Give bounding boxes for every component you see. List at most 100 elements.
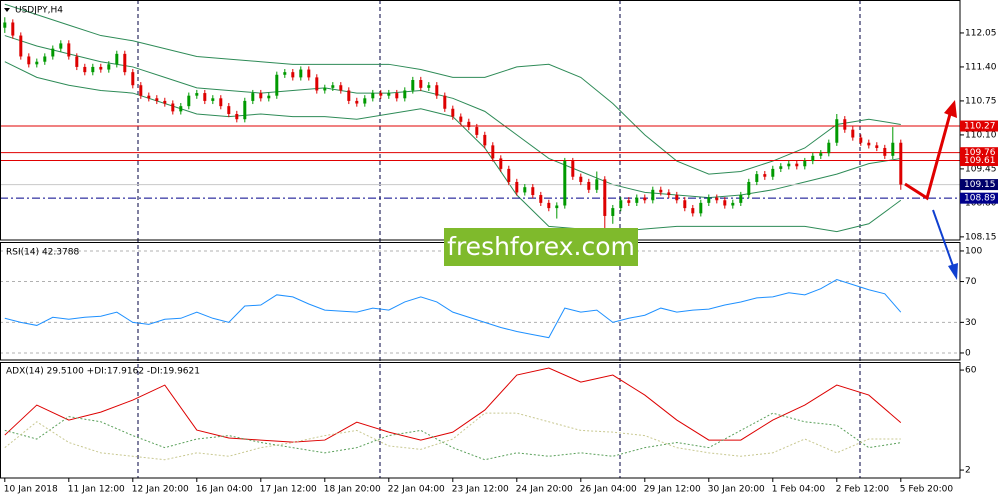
- candle-body: [355, 100, 359, 104]
- candle-body: [363, 98, 367, 104]
- band-middle: [4, 35, 901, 199]
- candle-body: [563, 161, 567, 206]
- candle-body: [675, 195, 679, 201]
- candle-body: [779, 166, 783, 169]
- candle-body: [43, 56, 47, 62]
- candle-body: [235, 113, 239, 120]
- x-tick-label: 22 Jan 04:00: [388, 485, 445, 495]
- level-label: 110.27: [964, 122, 996, 132]
- candle-body: [723, 200, 727, 206]
- level-label-box: [960, 155, 998, 167]
- candle-body: [819, 153, 823, 156]
- candle-body: [883, 147, 887, 156]
- candle-body: [515, 181, 519, 193]
- candle-body: [651, 189, 655, 201]
- candle-body: [283, 72, 287, 75]
- candle-body: [875, 145, 879, 148]
- candle-body: [395, 93, 399, 99]
- candle-body: [179, 106, 183, 112]
- candle-body: [435, 85, 439, 96]
- candle-body: [419, 80, 423, 88]
- y-tick-label: 112.05: [965, 28, 997, 38]
- candle-body: [803, 161, 807, 167]
- candle-body: [475, 127, 479, 135]
- indicator-line: [4, 367, 902, 443]
- candle-body: [755, 174, 759, 182]
- x-tick-label: 2 Feb 12:00: [836, 485, 890, 495]
- candle-body: [643, 197, 647, 201]
- candle-body: [739, 195, 743, 203]
- x-tick-label: 18 Jan 20:00: [324, 485, 381, 495]
- y-tick-label: 0: [965, 348, 971, 358]
- candle-body: [867, 142, 871, 146]
- candle-body: [859, 137, 863, 143]
- x-tick-label: 5 Feb 20:00: [900, 485, 954, 495]
- candle-body: [339, 85, 343, 91]
- candle-body: [11, 22, 15, 36]
- level-label-box: [960, 179, 998, 191]
- candle-body: [371, 93, 375, 99]
- candle-body: [555, 205, 559, 209]
- candle-body: [899, 142, 903, 185]
- candle-body: [379, 93, 383, 96]
- y-tick-label: 109.45: [965, 164, 997, 174]
- candle-body: [107, 64, 111, 70]
- x-tick-label: 24 Jan 20:00: [516, 485, 573, 495]
- candle-body: [323, 87, 327, 91]
- candle-body: [203, 93, 207, 101]
- candle-body: [51, 48, 55, 57]
- candle-body: [771, 168, 775, 177]
- x-tick-label: 11 Jan 12:00: [68, 485, 125, 495]
- candle-body: [403, 90, 407, 99]
- watermark-text: freshforex.com: [447, 232, 635, 261]
- watermark-box: [444, 228, 638, 266]
- candle-body: [139, 85, 143, 96]
- candle-body: [211, 98, 215, 101]
- candle-body: [411, 80, 415, 91]
- candle-body: [811, 155, 815, 162]
- candle-body: [155, 98, 159, 101]
- candle-body: [499, 158, 503, 169]
- menu-triangle[interactable]: [4, 8, 10, 12]
- candle-body: [587, 181, 591, 190]
- candle-body: [579, 176, 583, 182]
- candle-body: [731, 202, 735, 206]
- x-tick-label: 30 Jan 20:00: [708, 485, 765, 495]
- candle-body: [299, 69, 303, 78]
- y-tick-label: 110.75: [965, 96, 997, 106]
- candle-body: [75, 56, 79, 67]
- candle-body: [275, 74, 279, 96]
- candle-body: [507, 168, 511, 182]
- band-upper: [4, 3, 901, 175]
- candle-body: [699, 202, 703, 214]
- candle-body: [267, 95, 271, 99]
- candle-body: [523, 187, 527, 193]
- candle-body: [491, 145, 495, 159]
- candle-body: [331, 85, 335, 88]
- x-tick-label: 23 Jan 12:00: [452, 485, 509, 495]
- candle-body: [683, 200, 687, 209]
- candle-body: [539, 195, 543, 203]
- candle-body: [659, 189, 663, 193]
- level-label-box: [960, 147, 998, 159]
- x-tick-label: 26 Jan 04:00: [580, 485, 637, 495]
- candle-body: [427, 85, 431, 88]
- candle-body: [19, 35, 23, 57]
- y-tick-label: 111.40: [965, 62, 997, 72]
- candle-body: [347, 90, 351, 101]
- candle-body: [827, 142, 831, 154]
- candle-body: [843, 119, 847, 130]
- y-tick-label: 30: [965, 318, 977, 328]
- candle-body: [715, 197, 719, 201]
- blue-arrow-head: [948, 263, 958, 280]
- candle-body: [635, 197, 639, 203]
- level-label: 108.89: [964, 194, 996, 204]
- level-label: 109.61: [964, 156, 996, 166]
- watermark: freshforex.com: [444, 228, 638, 266]
- candle-body: [547, 202, 551, 209]
- candle-body: [459, 116, 463, 122]
- adx-panel-frame: [0, 362, 961, 479]
- forecast-arrows: [904, 100, 958, 280]
- candle-body: [147, 95, 151, 99]
- level-label-box: [960, 192, 998, 204]
